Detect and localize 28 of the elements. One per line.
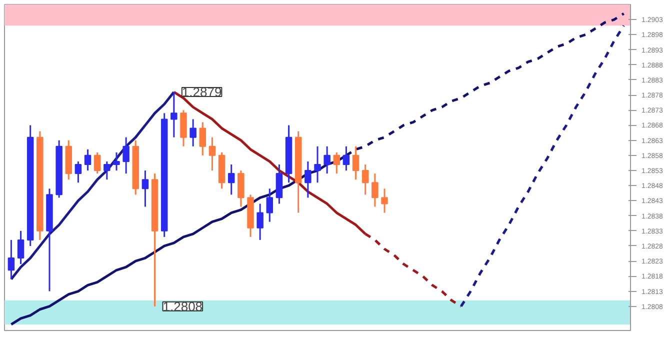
candlestick	[17, 230, 24, 265]
candlestick	[208, 136, 216, 172]
candlestick	[190, 118, 196, 148]
candlestick	[304, 160, 312, 198]
candlestick	[84, 148, 92, 172]
line-series	[10, 90, 176, 280]
candlestick	[362, 164, 369, 196]
candlestick	[199, 121, 206, 156]
candlestick	[94, 152, 101, 174]
candlestick	[314, 146, 321, 184]
candlestick	[142, 170, 149, 208]
candlestick	[113, 152, 120, 172]
candlestick	[228, 164, 235, 196]
candlestick	[372, 172, 378, 208]
candlestick	[256, 202, 264, 241]
candlestick	[8, 239, 15, 280]
candlestick	[266, 188, 274, 223]
candlestick	[74, 160, 82, 184]
candlestick	[324, 146, 330, 174]
candlestick	[333, 152, 340, 174]
line-series	[460, 24, 626, 308]
candlestick	[122, 136, 130, 174]
candlestick	[342, 146, 350, 172]
candlestick	[352, 146, 360, 180]
candlestick	[104, 160, 110, 180]
candlestick	[381, 188, 388, 214]
annotation: 1.2808	[162, 298, 203, 314]
candlestick	[170, 91, 178, 138]
